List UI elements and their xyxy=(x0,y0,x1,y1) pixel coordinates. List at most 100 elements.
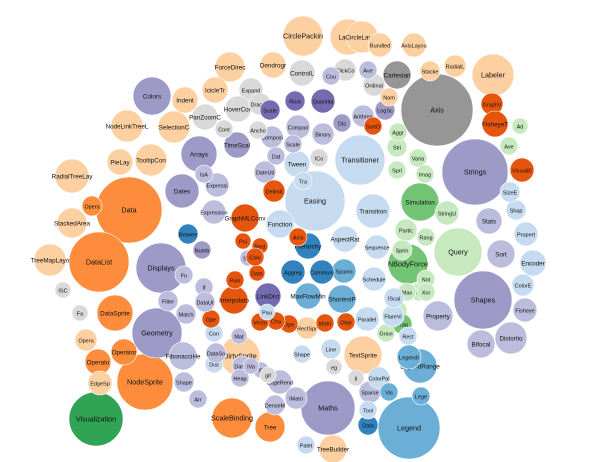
bubble-circle[interactable] xyxy=(381,304,405,328)
bubble-circle[interactable] xyxy=(441,138,509,206)
bubble-edgesp[interactable]: EdgeSp xyxy=(87,370,113,396)
bubble-circle[interactable] xyxy=(443,54,467,78)
bubble-binary[interactable]: Binary xyxy=(311,122,335,146)
bubble-circle[interactable] xyxy=(336,312,356,332)
bubble-circle[interactable] xyxy=(132,76,172,116)
bubble-imatri[interactable]: IMatri xyxy=(284,386,308,410)
bubble-circle[interactable] xyxy=(54,281,72,299)
bubble-circle[interactable] xyxy=(191,103,219,131)
bubble-spri[interactable]: Spri xyxy=(387,160,407,180)
bubble-circle[interactable] xyxy=(364,234,390,260)
bubble-circle[interactable] xyxy=(309,148,329,168)
bubble-bifocal[interactable]: Bifocal xyxy=(466,329,496,359)
bubble-palet[interactable]: Palet xyxy=(296,435,316,455)
bubble-shape[interactable]: Shape xyxy=(173,371,195,393)
bubble-flarevi[interactable]: FlareVi xyxy=(381,304,405,328)
bubble-cartesian[interactable]: Cartesian xyxy=(382,60,412,90)
bubble-circle[interactable] xyxy=(134,143,168,177)
bubble-circle[interactable] xyxy=(331,225,359,253)
bubble-circle[interactable] xyxy=(416,227,436,247)
bubble-property[interactable]: Property xyxy=(422,300,454,332)
bubble-circle[interactable] xyxy=(382,60,412,90)
bubble-aggr[interactable]: Aggr xyxy=(388,122,408,142)
bubble-propert[interactable]: Propert xyxy=(513,221,539,247)
bubble-iscal[interactable]: IScal xyxy=(383,287,405,309)
bubble-shortestp[interactable]: ShortestP xyxy=(327,284,357,314)
bubble-distortio[interactable]: Distortio xyxy=(494,321,528,355)
bubble-matri[interactable]: Matri xyxy=(315,313,335,333)
bubble-radiall[interactable]: RadialL xyxy=(443,54,467,78)
bubble-expression[interactable]: Expression xyxy=(200,199,228,225)
bubble-encoder[interactable]: Encoder xyxy=(519,249,547,277)
bubble-circle[interactable] xyxy=(214,119,234,139)
bubble-circle[interactable] xyxy=(321,66,341,86)
bubble-tra[interactable]: Tra xyxy=(293,171,313,191)
bubble-stats[interactable]: Stats xyxy=(475,207,503,235)
bubble-radialtreelay[interactable]: RadialTreeLay xyxy=(52,158,94,194)
bubble-sort[interactable]: Sort xyxy=(486,239,516,269)
bubble-isc[interactable]: ISC xyxy=(54,281,72,299)
bubble-circle[interactable] xyxy=(310,88,336,114)
bubble-maxflowmin[interactable]: MaxFlowMin xyxy=(290,282,326,310)
bubble-circle[interactable] xyxy=(282,15,324,57)
bubble-varia[interactable]: Varia xyxy=(408,148,428,168)
bubble-nodelinktreel[interactable]: NodeLinkTreeL xyxy=(106,109,149,143)
bubble-ope[interactable]: Ope xyxy=(201,309,221,329)
bubble-selectionc[interactable]: SelectionC xyxy=(157,110,191,144)
bubble-schedule[interactable]: Schedule xyxy=(361,266,387,292)
bubble-dataut[interactable]: DataUt xyxy=(194,291,216,313)
bubble-circle[interactable] xyxy=(248,264,266,282)
bubble-circle[interactable] xyxy=(379,87,399,107)
bubble-aspectrat[interactable]: AspectRat xyxy=(330,225,360,253)
bubble-xor[interactable]: Xor xyxy=(416,282,436,302)
bubble-cou[interactable]: Cou xyxy=(321,66,341,86)
bubble-line[interactable]: Line xyxy=(320,338,342,360)
bubble-circle[interactable] xyxy=(332,113,352,133)
bubble-transitioner[interactable]: Transitioner xyxy=(334,134,386,186)
bubble-stacke[interactable]: Stacke xyxy=(419,60,441,82)
bubble-circle[interactable] xyxy=(361,266,387,292)
bubble-circle[interactable] xyxy=(201,76,229,104)
bubble-opera[interactable]: Opera xyxy=(74,328,98,352)
bubble-colors[interactable]: Colors xyxy=(132,76,172,116)
bubble-circle[interactable] xyxy=(296,435,316,455)
bubble-quantita[interactable]: Quantita xyxy=(310,88,336,114)
bubble-circle[interactable] xyxy=(394,218,418,242)
bubble-circle[interactable] xyxy=(54,158,90,194)
bubble-circle[interactable] xyxy=(205,342,227,364)
bubble-circle[interactable] xyxy=(33,243,67,277)
bubble-nam[interactable]: Nam xyxy=(379,87,399,107)
bubble-labeler[interactable]: Labeler xyxy=(471,53,515,97)
bubble-circle[interactable] xyxy=(194,164,214,184)
bubble-communi[interactable]: Communi xyxy=(309,259,335,285)
bubble-indent[interactable]: Indent xyxy=(171,86,199,114)
bubble-shapes[interactable]: Shapes xyxy=(453,270,513,330)
bubble-query[interactable]: Query xyxy=(433,227,483,277)
bubble-visualization[interactable]: Visualization xyxy=(68,391,124,447)
bubble-circle[interactable] xyxy=(377,396,441,460)
bubble-fn[interactable]: Fn xyxy=(174,265,194,285)
bubble-circle[interactable] xyxy=(164,173,200,209)
bubble-iva[interactable]: IVa xyxy=(242,357,260,375)
bubble-pau[interactable]: Pau xyxy=(258,303,276,321)
bubble-shape[interactable]: Shape xyxy=(292,344,312,364)
bubble-circle[interactable] xyxy=(74,328,98,352)
bubble-circle[interactable] xyxy=(259,99,281,121)
bubble-circle[interactable] xyxy=(81,195,103,217)
bubble-colo[interactable]: Colo xyxy=(245,247,265,267)
bubble-sorto[interactable]: SortO xyxy=(363,116,383,136)
bubble-circle[interactable] xyxy=(295,316,319,340)
bubble-circle[interactable] xyxy=(300,380,356,436)
bubble-circle[interactable] xyxy=(264,394,286,416)
bubble-icicletr[interactable]: IcicleTr xyxy=(201,76,229,104)
bubble-circle[interactable] xyxy=(230,203,260,233)
bubble-circle[interactable] xyxy=(110,109,144,143)
bubble-arr[interactable]: Arr xyxy=(188,389,208,409)
bubble-circle[interactable] xyxy=(96,294,134,332)
bubble-circle[interactable] xyxy=(453,270,513,330)
bubble-circle[interactable] xyxy=(309,259,335,285)
bubble-circle[interactable] xyxy=(201,309,221,329)
bubble-circle[interactable] xyxy=(230,368,250,388)
bubble-partic[interactable]: Partic xyxy=(394,218,418,242)
bubble-circle[interactable] xyxy=(224,95,252,123)
